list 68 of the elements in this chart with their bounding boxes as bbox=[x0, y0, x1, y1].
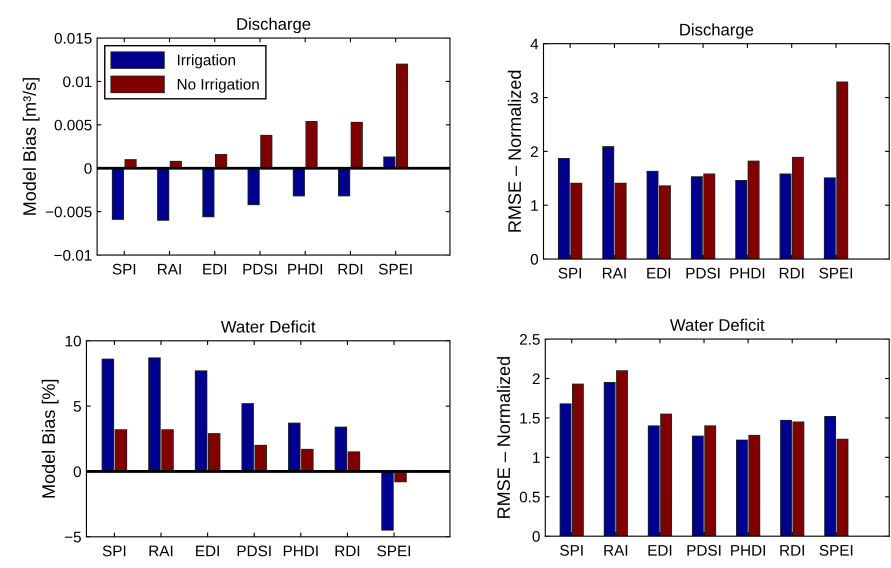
x-tick-label: EDI bbox=[648, 545, 672, 556]
bar bbox=[202, 168, 214, 218]
y-axis-title: RMSE – Normalized bbox=[496, 357, 510, 518]
bar bbox=[157, 168, 170, 221]
y-tick-label: 0.5 bbox=[520, 492, 540, 502]
chart-title: Water Deficit bbox=[670, 318, 765, 331]
legend-label: Irrigation bbox=[178, 54, 236, 68]
bar bbox=[112, 168, 124, 220]
x-tick-label: PDSI bbox=[687, 544, 720, 556]
x-tick-label: SPEI bbox=[377, 545, 410, 556]
x-tick-label: SPI bbox=[558, 268, 582, 279]
y-tick-label: 5 bbox=[74, 401, 81, 412]
x-tick-label: EDI bbox=[203, 264, 226, 274]
y-axis-title: Model Bias [%] bbox=[42, 380, 59, 498]
x-tick-label: PHDI bbox=[284, 546, 318, 556]
y-tick-label: 0 bbox=[74, 466, 81, 478]
x-tick-label: RDI bbox=[780, 545, 804, 556]
chart-title: Discharge bbox=[237, 18, 310, 34]
y-tick-label: 4 bbox=[530, 38, 538, 50]
y-tick-label: 0 bbox=[532, 531, 540, 542]
y-tick-label: −0.005 bbox=[46, 206, 92, 218]
bar bbox=[260, 134, 272, 169]
x-tick-label: EDI bbox=[196, 546, 219, 556]
y-tick-label: 2.5 bbox=[520, 334, 540, 345]
x-tick-label: RAI bbox=[158, 264, 181, 274]
x-tick-label: SPEI bbox=[819, 268, 852, 279]
x-tick-label: RDI bbox=[336, 546, 360, 556]
x-tick-label: EDI bbox=[647, 268, 670, 278]
y-tick-label: 1 bbox=[533, 452, 540, 463]
x-tick-label: RDI bbox=[338, 264, 362, 274]
y-tick-label: 0.01 bbox=[63, 76, 92, 88]
x-tick-label: PDSI bbox=[238, 545, 271, 556]
y-tick-label: 0.015 bbox=[54, 32, 92, 44]
x-tick-label: RAI bbox=[602, 268, 626, 278]
y-tick-label: 10 bbox=[66, 336, 81, 346]
x-tick-label: SPEI bbox=[820, 544, 852, 556]
chart-title: Water Deficit bbox=[220, 320, 316, 333]
y-axis-title: Model Bias [m³/s] bbox=[22, 78, 40, 215]
x-tick-label: RAI bbox=[150, 546, 172, 556]
y-tick-label: 1.5 bbox=[520, 412, 540, 424]
x-tick-label: PDSI bbox=[686, 268, 720, 279]
y-tick-label: 0 bbox=[84, 163, 92, 174]
x-tick-label: PHDI bbox=[731, 545, 765, 556]
y-tick-label: 3 bbox=[530, 92, 538, 104]
x-tick-label: PHDI bbox=[288, 264, 322, 274]
y-tick-label: −0.01 bbox=[54, 250, 92, 261]
x-tick-label: RDI bbox=[780, 268, 804, 278]
y-tick-label: 2 bbox=[532, 373, 540, 384]
y-tick-label: 2 bbox=[530, 146, 538, 157]
legend-label: No Irrigation bbox=[178, 78, 259, 93]
x-tick-label: RAI bbox=[604, 545, 628, 556]
chart-title: Discharge bbox=[680, 23, 754, 39]
bar bbox=[350, 122, 363, 169]
y-tick-label: 0.005 bbox=[54, 120, 92, 131]
x-tick-label: PHDI bbox=[730, 268, 764, 278]
y-axis-title: RMSE – Normalized bbox=[508, 70, 522, 232]
x-tick-label: PDSI bbox=[243, 264, 276, 275]
x-tick-label: SPI bbox=[112, 264, 136, 275]
y-tick-label: −5 bbox=[64, 532, 81, 542]
bar bbox=[338, 168, 350, 196]
y-tick-label: 0 bbox=[530, 254, 538, 265]
bar bbox=[292, 168, 305, 196]
bar bbox=[248, 168, 260, 206]
x-tick-label: SPI bbox=[560, 544, 583, 556]
y-tick-label: 1 bbox=[531, 200, 538, 211]
bar bbox=[305, 120, 318, 169]
x-tick-label: SPI bbox=[102, 545, 126, 556]
x-tick-label: SPEI bbox=[378, 264, 412, 275]
